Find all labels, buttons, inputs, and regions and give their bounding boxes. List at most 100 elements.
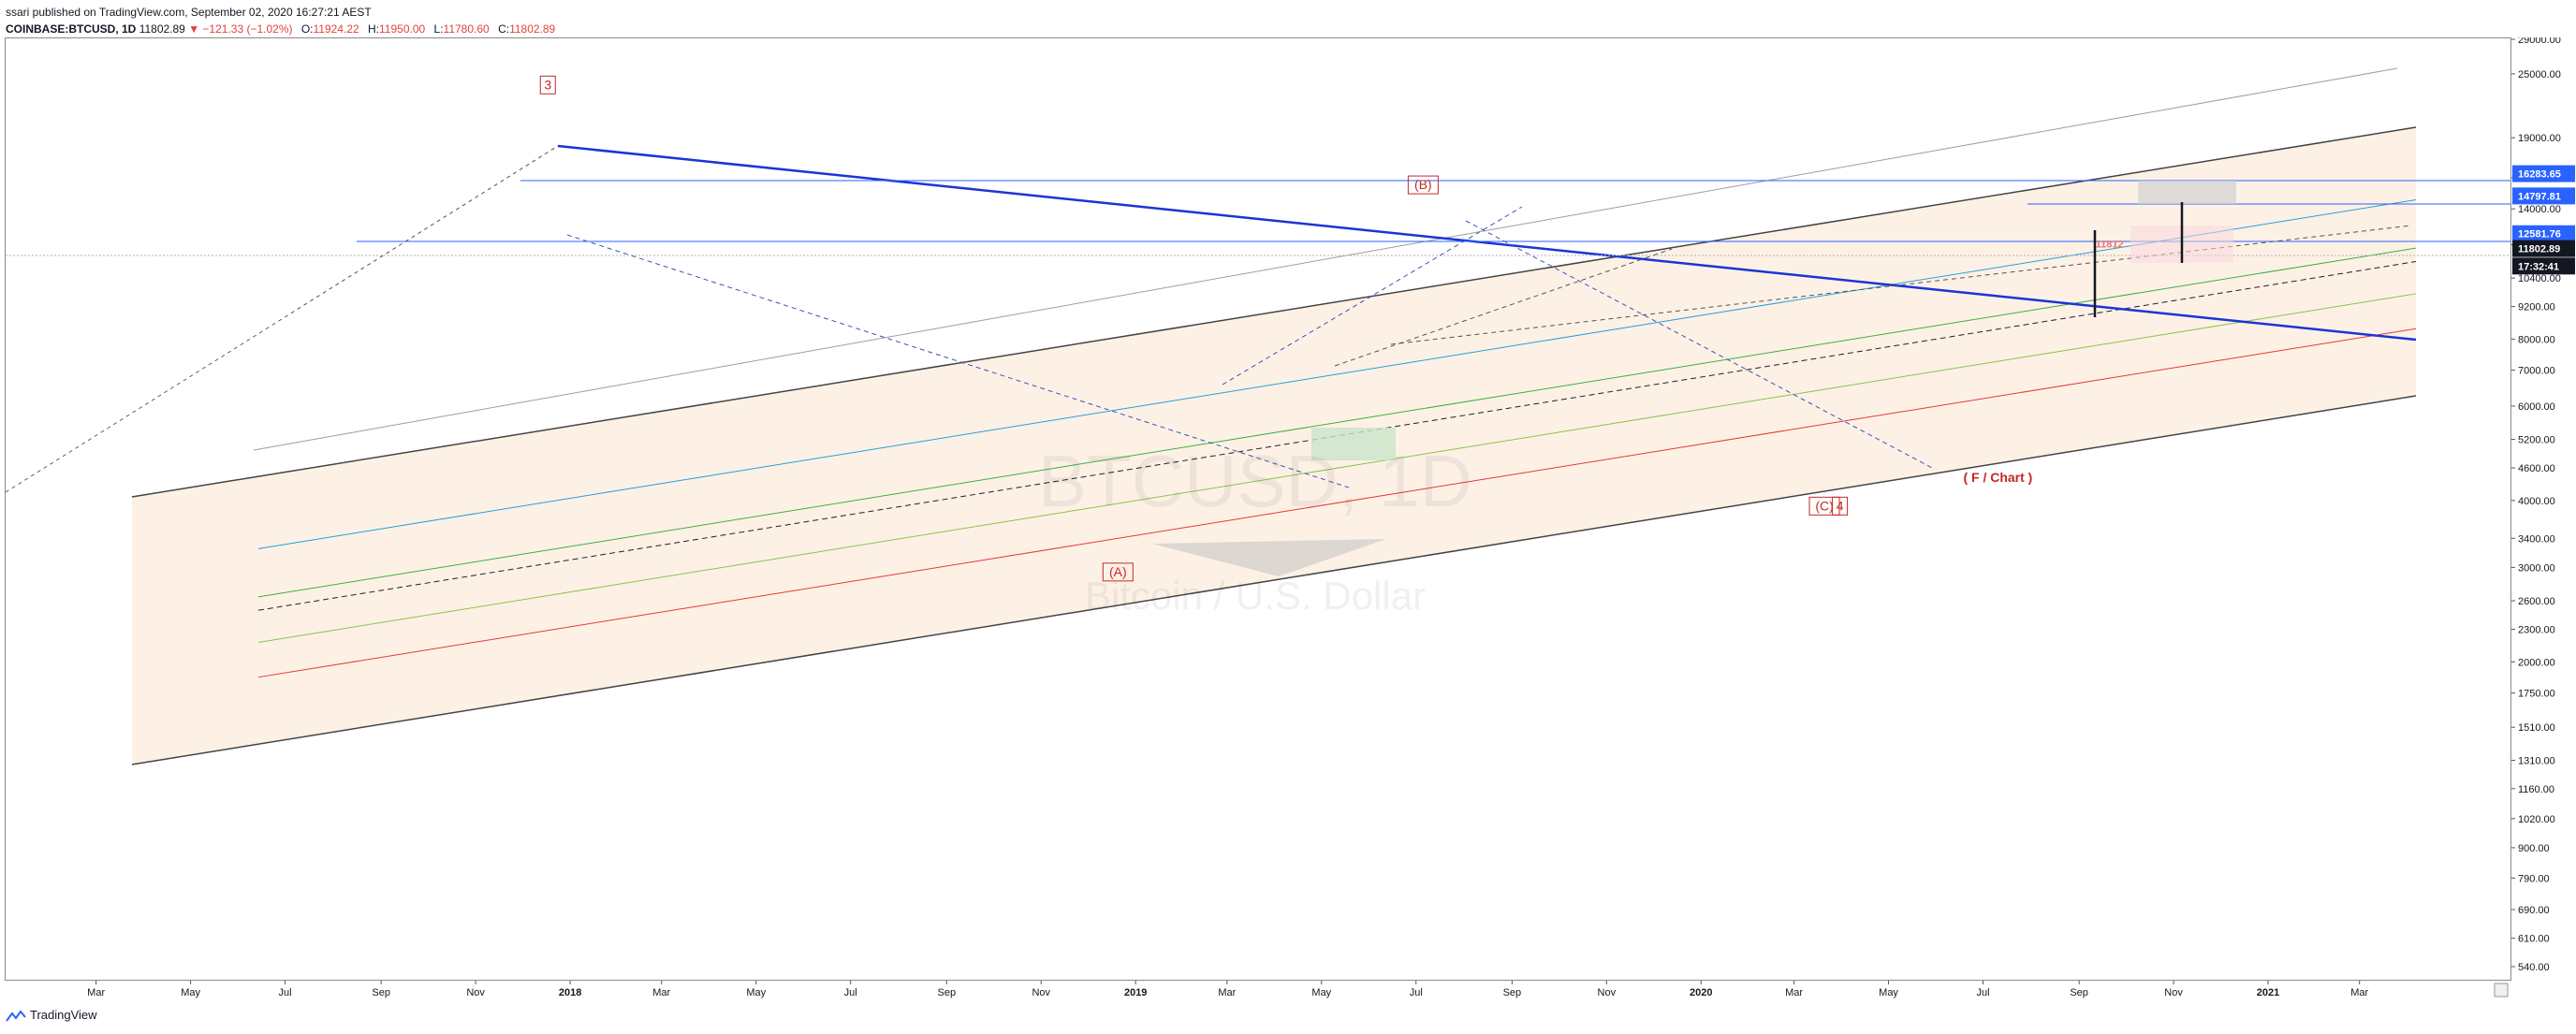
time-tick-label: May xyxy=(746,987,766,998)
channel-top-line xyxy=(131,126,2417,498)
time-tick-label: 2021 xyxy=(2257,987,2279,998)
axis-settings-icon xyxy=(2494,983,2509,998)
chart-pane[interactable]: BTCUSD, 1D Bitcoin / U.S. Dollar 3 (B) (A) (C… xyxy=(5,37,2512,981)
time-tick-label: Sep xyxy=(937,987,956,998)
time-tick-label: May xyxy=(1311,987,1331,998)
price-tick-label: 3400.00 xyxy=(2518,533,2555,545)
wave-label-box xyxy=(1808,496,1840,516)
price-label-text: 17:32:41 xyxy=(2518,261,2559,272)
price-label-text: 11802.89 xyxy=(2518,244,2560,255)
watermark-symbol: BTCUSD, 1D xyxy=(1038,440,1472,522)
price-label-text: 14797.81 xyxy=(2518,191,2561,202)
channel-bottom-line xyxy=(131,395,2417,765)
price-tick-label: 690.00 xyxy=(2518,905,2550,916)
time-tick-label: Mar xyxy=(1218,987,1236,998)
time-tick-label: Mar xyxy=(2350,987,2368,998)
dashed-uptrend-1 xyxy=(1222,206,1523,386)
price-plot[interactable]: BTCUSD, 1D Bitcoin / U.S. Dollar 3 (B) (A) (C… xyxy=(5,38,2512,980)
symbol-name[interactable]: COINBASE:BTCUSD, 1D xyxy=(6,22,137,36)
time-tick-label: Jul xyxy=(1976,987,1989,998)
wave-label: ( F / Chart ) xyxy=(1963,470,2032,485)
low-value: 11780.60 xyxy=(443,22,490,36)
time-tick-label: 2018 xyxy=(559,987,581,998)
time-tick-label: May xyxy=(1879,987,1898,998)
wave-label-box xyxy=(1102,562,1134,582)
wave-label: 11812 xyxy=(2096,240,2124,251)
chart-header: ssari published on TradingView.com, Sept… xyxy=(6,4,555,37)
time-tick-label: Nov xyxy=(1598,987,1617,998)
early-ray-dashed xyxy=(5,145,559,493)
price-label-box xyxy=(2512,165,2575,182)
time-tick-label: 2019 xyxy=(1124,987,1147,998)
price-tick-label: 10400.00 xyxy=(2518,273,2561,284)
dashed-downtrend-2 xyxy=(1465,220,1935,470)
price-label-text: 12581.76 xyxy=(2518,229,2561,240)
time-tick-label: Jul xyxy=(279,987,292,998)
time-axis[interactable]: Mar May Jul Sep Nov 2018 Mar May Jul Sep Nov 2019 Ma… xyxy=(5,981,2511,1001)
price-axis[interactable]: 29000.0025000.0019000.0016000.0014000.00… xyxy=(2511,35,2576,981)
price-tick-label: 25000.00 xyxy=(2518,69,2561,80)
price-tick-label: 1750.00 xyxy=(2518,688,2555,699)
price-tick-label: 790.00 xyxy=(2518,873,2550,884)
price-tick-label: 4600.00 xyxy=(2518,463,2555,474)
major-downtrend-line xyxy=(557,144,2417,342)
tradingview-logo-icon xyxy=(6,1009,26,1022)
time-tick-label: Jul xyxy=(844,987,857,998)
price-tick-label: 14000.00 xyxy=(2518,204,2561,215)
price-label-box xyxy=(2512,257,2575,275)
wave-label: (A) xyxy=(1109,564,1127,579)
price-tick-label: 5200.00 xyxy=(2518,435,2555,446)
time-tick-label: May xyxy=(181,987,200,998)
time-tick-label: Sep xyxy=(372,987,390,998)
price-label-box xyxy=(2512,225,2575,242)
time-tick-label: Nov xyxy=(1032,987,1050,998)
wave-label: 4 xyxy=(1837,498,1844,513)
wave-label-box xyxy=(539,75,556,95)
open-value: 11924.22 xyxy=(313,22,359,36)
price-label-box xyxy=(2512,187,2575,205)
close-label: C: xyxy=(498,22,510,36)
high-value: 11950.00 xyxy=(379,22,426,36)
channel-outer-line xyxy=(253,67,2398,451)
price-tick-label: 2000.00 xyxy=(2518,657,2555,668)
time-tick-label: Sep xyxy=(1503,987,1522,998)
dashed-midline-2 xyxy=(1390,225,2412,345)
time-tick-label: Nov xyxy=(466,987,485,998)
channel-median-line xyxy=(257,261,2417,611)
channel-level-blue xyxy=(257,198,2417,549)
time-tick-label: Mar xyxy=(87,987,105,998)
wave-label: (B) xyxy=(1414,177,1432,192)
wave-label: (C) xyxy=(1815,498,1833,513)
symbol-line: COINBASE:BTCUSD, 1D 11802.89 ▼ −121.33 (… xyxy=(6,21,555,37)
price-axis-scale[interactable]: 29000.0025000.0019000.0016000.0014000.00… xyxy=(2511,35,2576,981)
tradingview-footer[interactable]: TradingView xyxy=(6,1008,97,1023)
price-tick-label: 540.00 xyxy=(2518,962,2550,973)
time-tick-label: Mar xyxy=(652,987,670,998)
price-tick-label: 1160.00 xyxy=(2518,784,2554,795)
watermark-description: Bitcoin / U.S. Dollar xyxy=(1085,574,1426,618)
low-label: L: xyxy=(433,22,444,36)
time-axis-scale[interactable]: Mar May Jul Sep Nov 2018 Mar May Jul Sep Nov 2019 Ma… xyxy=(5,981,2511,1001)
publish-info: ssari published on TradingView.com, Sept… xyxy=(6,6,372,19)
time-tick-label: Jul xyxy=(1410,987,1423,998)
price-tick-label: 9200.00 xyxy=(2518,302,2555,313)
price-tick-label: 8000.00 xyxy=(2518,334,2555,345)
consolidation-triangle xyxy=(1152,539,1386,576)
price-tick-label: 6000.00 xyxy=(2518,401,2555,413)
price-tick-label: 7000.00 xyxy=(2518,366,2555,377)
price-change: ▼ −121.33 (−1.02%) xyxy=(188,22,293,36)
green-zone xyxy=(1311,428,1396,460)
wave-label: 3 xyxy=(544,77,551,92)
time-tick-label: Mar xyxy=(1785,987,1803,998)
price-tick-label: 3000.00 xyxy=(2518,562,2555,574)
price-tick-label: 2600.00 xyxy=(2518,596,2555,607)
last-price: 11802.89 xyxy=(139,22,185,36)
target-zone xyxy=(2138,181,2236,204)
price-label-text: 16283.65 xyxy=(2518,169,2561,181)
price-tick-label: 610.00 xyxy=(2518,934,2550,945)
price-tick-label: 900.00 xyxy=(2518,843,2550,854)
price-tick-label: 29000.00 xyxy=(2518,37,2561,46)
price-label-box xyxy=(2512,240,2575,257)
time-tick-label: Sep xyxy=(2070,987,2088,998)
price-tick-label: 1020.00 xyxy=(2518,814,2555,825)
